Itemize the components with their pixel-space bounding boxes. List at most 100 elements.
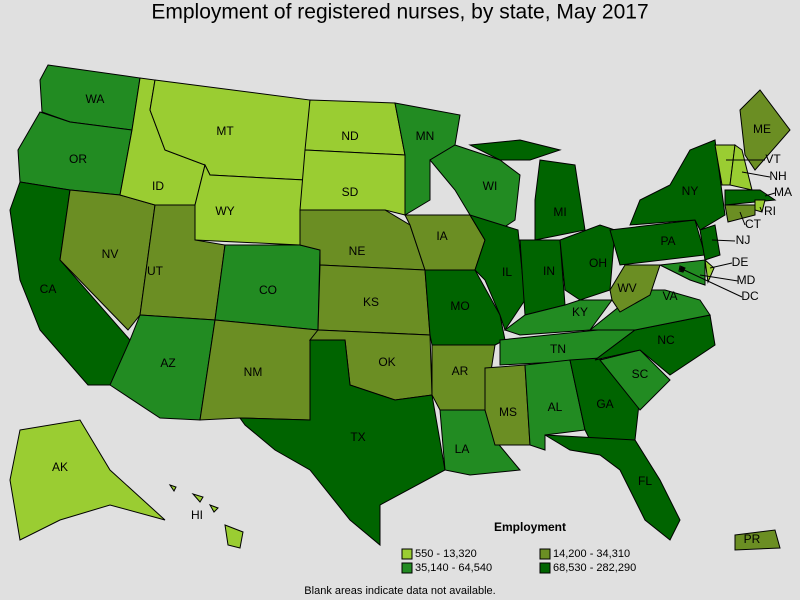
- state-label: CT: [745, 217, 762, 231]
- state-label: SD: [342, 185, 359, 199]
- state-label: MA: [774, 185, 792, 199]
- state-region: [629, 139, 726, 231]
- legend-title: Employment: [494, 520, 566, 534]
- state-label: IA: [436, 229, 447, 243]
- state-region: [544, 434, 681, 541]
- state-label: AL: [548, 400, 563, 414]
- leader-line: [759, 206, 763, 213]
- state-region: [224, 524, 244, 549]
- state-label: NJ: [736, 233, 751, 247]
- state-label: MS: [499, 405, 517, 419]
- state-region: [503, 299, 613, 336]
- state-region: [724, 189, 777, 206]
- state-label: ME: [753, 122, 771, 136]
- state-label: IN: [543, 264, 555, 278]
- leader-line: [739, 211, 746, 226]
- state-region: [739, 89, 791, 171]
- state-label: MO: [450, 299, 469, 313]
- legend: 550 - 13,320 14,200 - 34,310 35,140 - 64,5…: [401, 548, 636, 574]
- state-region: [484, 364, 531, 446]
- state-label: CA: [40, 282, 57, 296]
- state-label: WV: [617, 281, 636, 295]
- state-region: [704, 258, 715, 284]
- state-label: LA: [455, 442, 470, 456]
- state-region: [9, 419, 166, 541]
- state-region: [304, 99, 406, 156]
- leader-line: [711, 239, 736, 242]
- state-label: MN: [416, 129, 435, 143]
- state-label: AK: [52, 460, 68, 474]
- state-label: MD: [737, 273, 756, 287]
- state-label: TN: [550, 342, 566, 356]
- state-label: NV: [102, 247, 119, 261]
- legend-swatch: [539, 562, 551, 574]
- state-region: [191, 493, 204, 503]
- state-label: ID: [152, 179, 164, 193]
- state-label: NE: [349, 244, 366, 258]
- state-label: OH: [589, 256, 607, 270]
- state-label: NH: [769, 169, 786, 183]
- state-region: [468, 139, 562, 161]
- leader-line: [709, 262, 733, 269]
- legend-label: 14,200 - 34,310: [553, 548, 630, 560]
- state-label: MT: [216, 124, 234, 138]
- state-label: KS: [363, 295, 379, 309]
- state-label: NC: [657, 333, 675, 347]
- state-label: PR: [744, 532, 761, 546]
- footnote: Blank areas indicate data not available.: [304, 585, 495, 597]
- map-title: Employment of registered nurses, by stat…: [151, 1, 648, 24]
- legend-label: 550 - 13,320: [415, 548, 477, 560]
- state-label: WY: [215, 204, 234, 218]
- state-region: [734, 529, 781, 551]
- state-region: [534, 159, 586, 241]
- state-label: ND: [341, 129, 359, 143]
- state-label: TX: [350, 430, 365, 444]
- state-region: [239, 339, 446, 547]
- state-region: [468, 214, 526, 332]
- state-region: [724, 204, 756, 223]
- state-label: FL: [638, 474, 652, 488]
- state-label: NM: [244, 365, 263, 379]
- leader-line: [764, 192, 776, 197]
- legend-swatch: [401, 562, 413, 574]
- state-region: [699, 224, 721, 261]
- state-label: AR: [452, 364, 469, 378]
- state-label: PA: [660, 234, 675, 248]
- state-label: MI: [553, 205, 566, 219]
- state-label: GA: [596, 397, 613, 411]
- state-label: VA: [662, 289, 677, 303]
- state-label: SC: [632, 367, 649, 381]
- state-label: UT: [147, 264, 164, 278]
- state-label: OK: [378, 355, 395, 369]
- legend-swatch: [401, 548, 413, 560]
- state-label: WA: [86, 92, 105, 106]
- state-label: IL: [502, 265, 512, 279]
- legend-swatch: [539, 548, 551, 560]
- leader-line: [741, 171, 771, 178]
- state-label: NY: [682, 184, 699, 198]
- legend-label: 35,140 - 64,540: [415, 562, 492, 574]
- leader-line: [681, 268, 743, 298]
- state-label: CO: [259, 283, 277, 297]
- state-label: DC: [741, 289, 759, 303]
- state-label: DE: [732, 255, 749, 269]
- state-labels: WA OR CA NV ID MT WY UT AZ CO NM ND SD NE KS OK TX MN IA MO…: [40, 92, 792, 546]
- state-region: [609, 219, 706, 266]
- state-label: HI: [191, 508, 203, 522]
- state-label: AZ: [160, 356, 175, 370]
- states: [9, 64, 791, 551]
- state-region: [208, 504, 219, 513]
- dc-dot: [679, 266, 685, 272]
- legend-label: 68,530 - 282,290: [553, 562, 636, 574]
- state-label: OR: [69, 152, 87, 166]
- state-label: KY: [572, 305, 588, 319]
- state-region: [394, 102, 461, 216]
- state-region: [299, 149, 406, 216]
- state-label: VT: [765, 152, 781, 166]
- state-label: WI: [483, 179, 498, 193]
- leader-line: [699, 274, 739, 282]
- state-region: [168, 484, 177, 492]
- state-label: RI: [764, 204, 776, 218]
- state-region: [658, 259, 706, 286]
